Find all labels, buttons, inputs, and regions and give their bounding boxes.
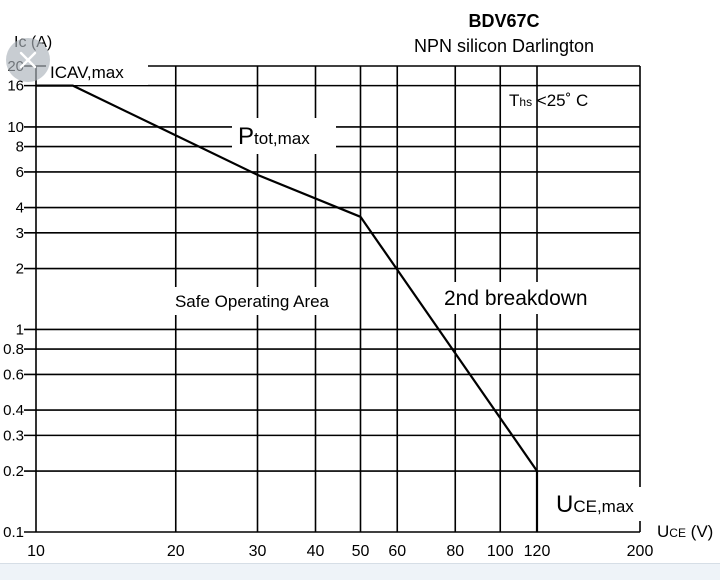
x-tick-label: 30 <box>249 543 267 560</box>
y-tick-label: 0.6 <box>3 366 24 383</box>
condition-annotation: Ths <25˚ C <box>509 91 588 110</box>
svg-text:ICAV,max: ICAV,max <box>50 63 124 82</box>
svg-text:UCE (V): UCE (V) <box>657 522 713 541</box>
close-button[interactable] <box>6 38 50 82</box>
x-tick-label: 60 <box>388 543 406 560</box>
x-tick-label: 100 <box>487 543 514 560</box>
y-tick-label: 0.1 <box>3 524 24 541</box>
x-tick-label: 200 <box>627 543 654 560</box>
icav-max-annotation: ICAV,max <box>46 60 148 85</box>
y-tick-label: 0.3 <box>3 427 24 444</box>
chart-subtitle: NPN silicon Darlington <box>414 36 594 56</box>
y-tick-label: 1 <box>16 321 24 338</box>
x-tick-label: 40 <box>307 543 325 560</box>
y-tick-label: 8 <box>16 139 24 156</box>
soa-boundary-line <box>36 84 539 532</box>
y-tick-label: 0.2 <box>3 463 24 480</box>
y-tick-label: 3 <box>16 225 24 242</box>
y-tick-label: 10 <box>7 119 24 136</box>
x-tick-label: 80 <box>446 543 464 560</box>
svg-text:Safe Operating Area: Safe Operating Area <box>175 292 330 311</box>
x-tick-label: 120 <box>524 543 551 560</box>
x-tick-label: 10 <box>27 543 45 560</box>
x-tick-label: 20 <box>167 543 185 560</box>
ptot-max-annotation: Ptot,max <box>232 118 336 154</box>
svg-text:Ptot,max: Ptot,max <box>238 123 310 150</box>
svg-text:UCE,max: UCE,max <box>556 491 634 518</box>
x-axis-label: UCE (V) <box>648 516 720 544</box>
y-tick-label: 4 <box>16 200 24 217</box>
y-tick-label: 0.4 <box>3 402 24 419</box>
svg-text:2nd breakdown: 2nd breakdown <box>444 287 588 310</box>
safe-operating-area-annotation: Safe Operating Area <box>156 287 348 315</box>
bottom-strip <box>0 563 720 580</box>
horizontal-gridlines <box>24 65 640 533</box>
y-tick-label: 6 <box>16 164 24 181</box>
chart-title: BDV67C <box>468 11 539 31</box>
y-tick-labels: 0.10.20.30.40.60.8123468101620 <box>3 58 24 541</box>
svg-text:Ths <25˚ C: Ths <25˚ C <box>509 91 588 110</box>
x-tick-label: 50 <box>352 543 370 560</box>
y-tick-label: 2 <box>16 261 24 278</box>
uce-max-annotation: UCE,max <box>554 487 648 521</box>
y-tick-label: 16 <box>7 78 24 95</box>
close-icon <box>19 51 37 69</box>
y-tick-label: 0.8 <box>3 341 24 358</box>
x-tick-labels: 10 20 30 40 50 60 80 100 120 200 <box>27 543 653 560</box>
second-breakdown-annotation: 2nd breakdown <box>440 282 626 314</box>
